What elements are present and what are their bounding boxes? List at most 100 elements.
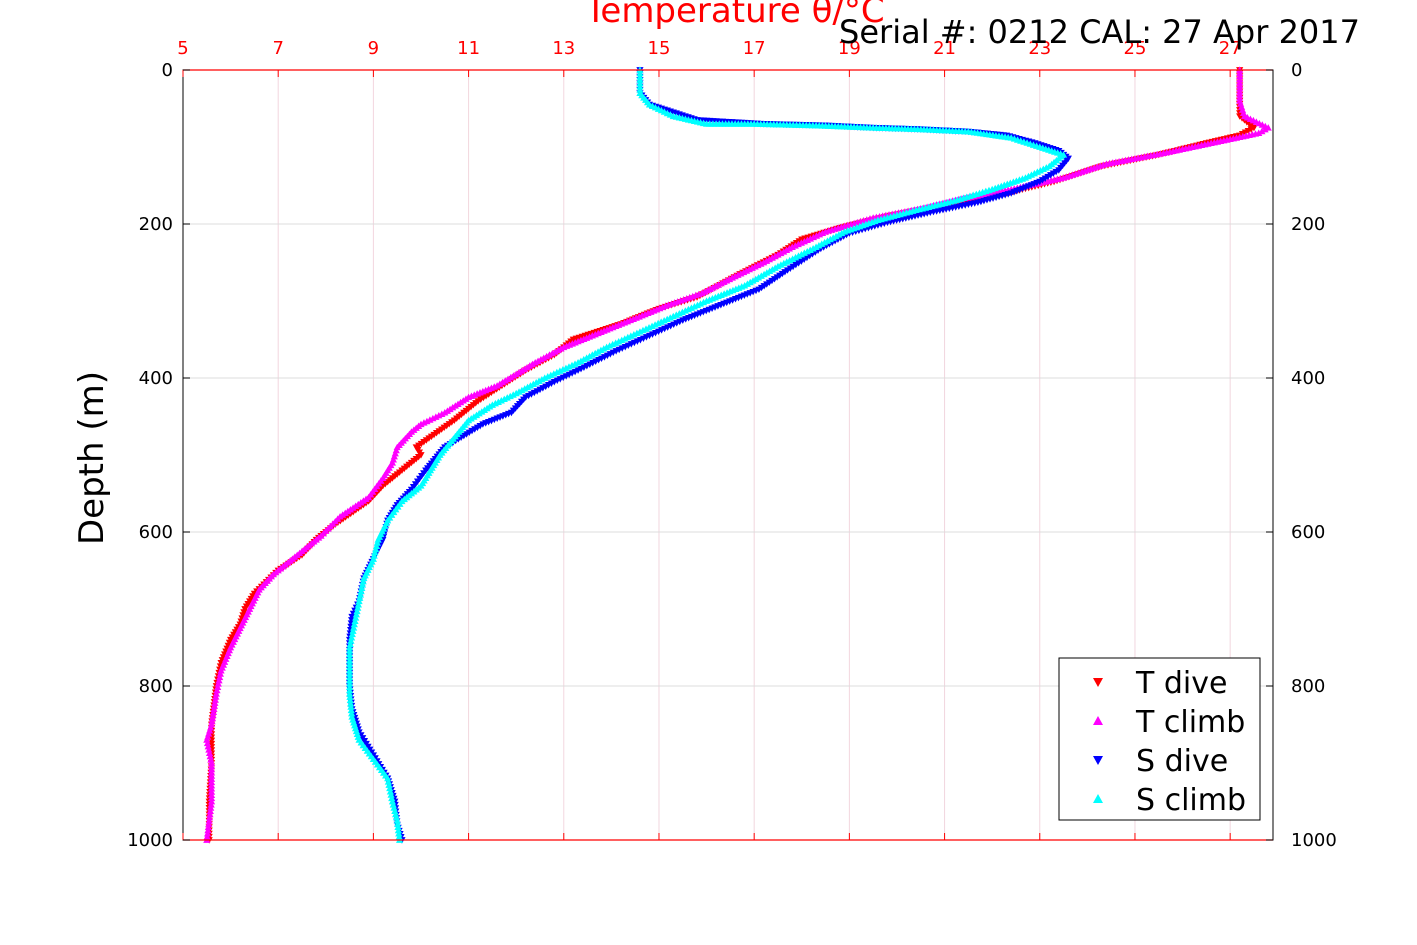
data-point (207, 801, 215, 808)
y-tick-label-left: 800 (139, 676, 173, 697)
y-tick-label-left: 0 (162, 60, 173, 81)
data-point (345, 653, 354, 661)
data-point (205, 746, 213, 753)
data-point (465, 429, 473, 437)
data-point (1052, 168, 1060, 176)
data-point (348, 613, 356, 621)
data-point (210, 705, 218, 712)
data-point (388, 797, 397, 805)
data-point (204, 826, 212, 834)
data-point (360, 574, 368, 582)
data-point (394, 826, 402, 834)
x-tick-label: 17 (743, 38, 766, 59)
data-point (345, 670, 354, 677)
data-point (209, 711, 217, 719)
data-point (205, 813, 214, 821)
data-point (211, 696, 219, 703)
data-point (348, 630, 356, 638)
data-point (1038, 177, 1047, 184)
data-point (479, 421, 487, 428)
data-point (207, 804, 215, 811)
y-tick-label-right: 800 (1291, 676, 1325, 697)
data-point (217, 667, 225, 674)
data-point (206, 810, 214, 818)
data-point (390, 804, 398, 811)
x-tick-label: 23 (1028, 38, 1051, 59)
data-point (393, 820, 402, 827)
data-point (210, 702, 219, 709)
data-point (209, 708, 218, 716)
data-point (206, 807, 214, 815)
data-point (352, 614, 360, 621)
series-s-dive (345, 67, 1072, 844)
data-point (206, 752, 214, 760)
data-point (350, 620, 358, 628)
data-point (394, 823, 402, 831)
data-point (353, 607, 361, 615)
data-point (387, 791, 395, 798)
data-point (372, 545, 380, 553)
x-tick-label: 13 (552, 38, 575, 59)
data-point (345, 667, 354, 674)
data-point (636, 79, 644, 87)
data-point (1041, 175, 1049, 182)
legend-marker (1093, 678, 1103, 687)
data-point (208, 714, 217, 722)
data-point (636, 76, 644, 83)
data-point (462, 431, 471, 438)
data-point (372, 542, 381, 549)
data-point (203, 829, 212, 837)
data-point (345, 686, 354, 694)
data-point (356, 591, 365, 598)
y-tick-labels: 0 0 200 200 400 400 600 600 800 800 1000 1000 (127, 60, 1337, 851)
data-point (347, 637, 355, 644)
data-point (203, 739, 212, 747)
x-tick-label: 9 (368, 38, 379, 59)
data-point (1044, 173, 1052, 181)
data-point (476, 422, 484, 430)
data-point (205, 817, 213, 824)
x-tick-label: 15 (648, 38, 671, 59)
legend-label: S climb (1136, 783, 1246, 818)
series-layer (203, 66, 1272, 844)
data-point (345, 673, 354, 681)
data-point (346, 696, 354, 704)
data-point (357, 587, 365, 595)
data-point (345, 690, 354, 697)
data-point (214, 680, 222, 687)
data-point (392, 810, 400, 818)
data-point (386, 788, 394, 795)
x-tick-label: 7 (272, 38, 283, 59)
data-point (207, 756, 215, 763)
data-point (215, 676, 223, 684)
data-point (468, 427, 476, 435)
data-point (208, 717, 216, 725)
data-point (374, 536, 382, 543)
serial-cal-annotation: Serial #: 0212 CAL: 27 Apr 2017 (839, 13, 1360, 51)
data-point (348, 709, 356, 717)
x-tick-label: 19 (838, 38, 861, 59)
data-point (345, 663, 354, 671)
data-point (636, 69, 644, 77)
data-point (346, 640, 354, 648)
data-point (384, 778, 392, 785)
data-point (345, 643, 354, 651)
data-point (204, 823, 212, 831)
data-point (359, 577, 367, 585)
data-point (216, 673, 224, 681)
y-tick-label-left: 600 (139, 522, 173, 543)
data-point (345, 676, 354, 684)
data-point (356, 594, 364, 601)
data-point (351, 617, 359, 624)
legend-marker (1093, 756, 1103, 765)
data-point (384, 774, 392, 782)
y-tick-label-left: 400 (139, 368, 173, 389)
series-s-climb (345, 66, 1068, 843)
series-t-climb (203, 66, 1272, 843)
data-point (358, 581, 367, 588)
legend-label: T climb (1135, 705, 1245, 740)
data-point (347, 700, 355, 707)
legend: T dive T climb S dive S climb (1058, 657, 1261, 821)
data-point (345, 660, 354, 667)
